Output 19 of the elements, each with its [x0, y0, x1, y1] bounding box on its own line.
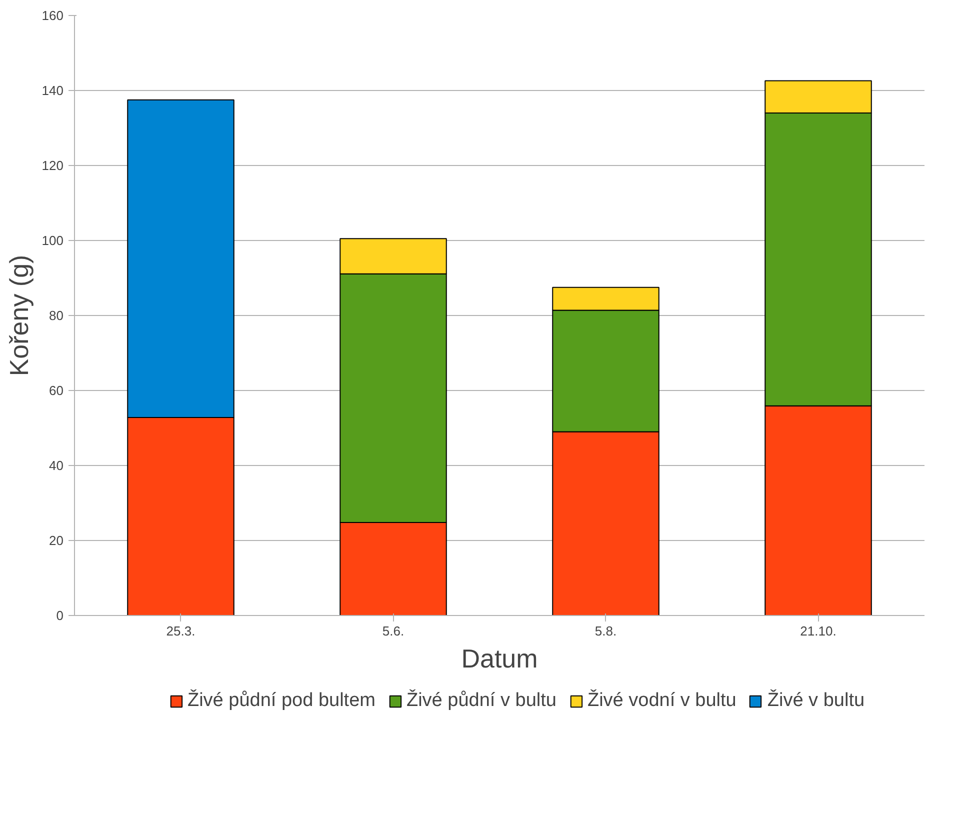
x-tick-label: 5.6. [382, 624, 404, 638]
y-tick-label: 100 [42, 233, 64, 248]
x-tick-label: 5.8. [594, 624, 617, 638]
y-tick-label: 120 [42, 158, 64, 173]
y-tick-label: 80 [49, 308, 64, 323]
y-tick-label: 0 [56, 608, 64, 623]
y-tick-label: 160 [42, 8, 64, 23]
y-tick-label: 40 [49, 458, 64, 473]
legend-label: Živé půdní pod bultem [187, 690, 376, 712]
legend-label: Živé v bultu [767, 690, 865, 712]
y-tick-label: 140 [42, 83, 64, 98]
y-tick-label: 20 [49, 533, 64, 548]
x-tick-label: 21.10. [800, 624, 836, 638]
legend-label: Živé vodní v bultu [587, 690, 736, 712]
legend-label: Živé půdní v bultu [406, 690, 556, 712]
x-axis-title: Datum [461, 644, 538, 674]
y-tick-label: 60 [49, 383, 64, 398]
y-axis-title: Kořeny (g) [4, 254, 34, 376]
x-tick-label: 25.3. [166, 624, 196, 638]
